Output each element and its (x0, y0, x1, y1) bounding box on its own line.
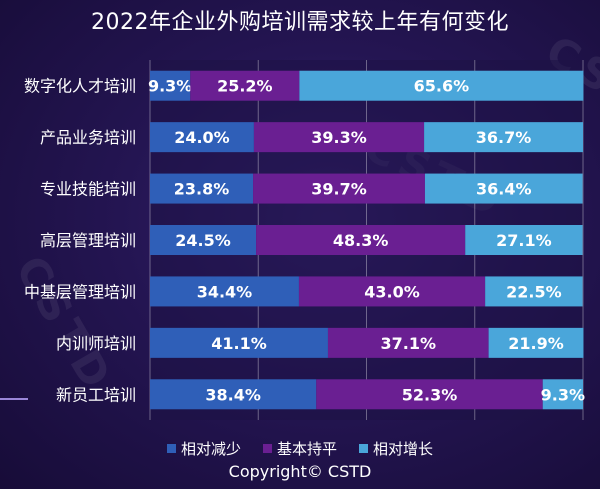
category-label: 高层管理培训 (40, 231, 136, 250)
bar-segment (316, 379, 543, 410)
bar-segment (150, 379, 317, 410)
data-label: 38.4% (205, 385, 261, 404)
data-label: 39.7% (311, 180, 367, 199)
data-label: 39.3% (311, 128, 367, 147)
bar-segment (150, 225, 257, 255)
bar-segment (298, 276, 486, 307)
data-label: 52.3% (402, 385, 458, 404)
bar-segment (299, 70, 584, 101)
bar-segment (485, 276, 583, 307)
category-label: 产品业务培训 (40, 128, 136, 147)
bar-segment (542, 379, 583, 410)
legend-item-flat: 基本持平 (262, 438, 337, 459)
data-label: 48.3% (333, 231, 389, 250)
chart-title: 2022年企业外购培训需求较上年有何变化 (91, 10, 509, 35)
data-label: 22.5% (506, 282, 562, 301)
data-label: 37.1% (381, 334, 437, 353)
legend-swatch (166, 444, 176, 453)
data-label: 36.4% (476, 180, 532, 199)
category-label: 专业技能培训 (40, 180, 136, 199)
bar-segment (150, 173, 254, 204)
legend-label: 基本持平 (276, 440, 337, 458)
bar-segment (253, 122, 425, 153)
bar-segment (190, 70, 300, 101)
category-label: 数字化人才培训 (24, 77, 136, 96)
bar-segment (253, 173, 425, 204)
data-label: 24.5% (175, 231, 231, 250)
bar-segment (150, 70, 191, 101)
legend-item-decrease: 相对减少 (166, 438, 241, 459)
bar-segment (150, 327, 328, 358)
bar-segment (488, 327, 584, 358)
bar-segment (150, 122, 254, 153)
data-label: 9.3% (148, 77, 192, 96)
data-label: 27.1% (496, 231, 552, 250)
data-label: 24.0% (174, 128, 230, 147)
chart-legend: 相对减少 基本持平 相对增长 (0, 438, 600, 459)
data-label: 43.0% (364, 282, 420, 301)
legend-swatch (359, 444, 368, 453)
bar-segment (256, 225, 466, 255)
data-label: 23.8% (174, 180, 230, 199)
bar-segment (424, 173, 583, 204)
data-label: 21.9% (508, 334, 564, 353)
data-label: 36.7% (476, 128, 532, 147)
data-label: 34.4% (197, 282, 253, 301)
data-label: 65.6% (414, 77, 470, 96)
legend-item-increase: 相对增长 (359, 438, 433, 459)
category-label: 中基层管理培训 (24, 282, 136, 301)
copyright-text: Copyright© CSTD (228, 462, 372, 481)
category-label: 新员工培训 (56, 385, 136, 404)
data-label: 41.1% (211, 334, 267, 353)
bar-segment (424, 122, 583, 153)
bar-segment (327, 327, 489, 358)
bar-segment (465, 225, 583, 255)
bar-segment (150, 276, 299, 307)
legend-label: 相对增长 (373, 440, 434, 458)
decorative-divider (0, 398, 28, 400)
legend-swatch (262, 444, 272, 453)
data-label: 9.3% (541, 385, 585, 404)
category-label: 内训师培训 (56, 334, 136, 353)
legend-label: 相对减少 (180, 440, 241, 458)
data-label: 25.2% (217, 77, 273, 96)
